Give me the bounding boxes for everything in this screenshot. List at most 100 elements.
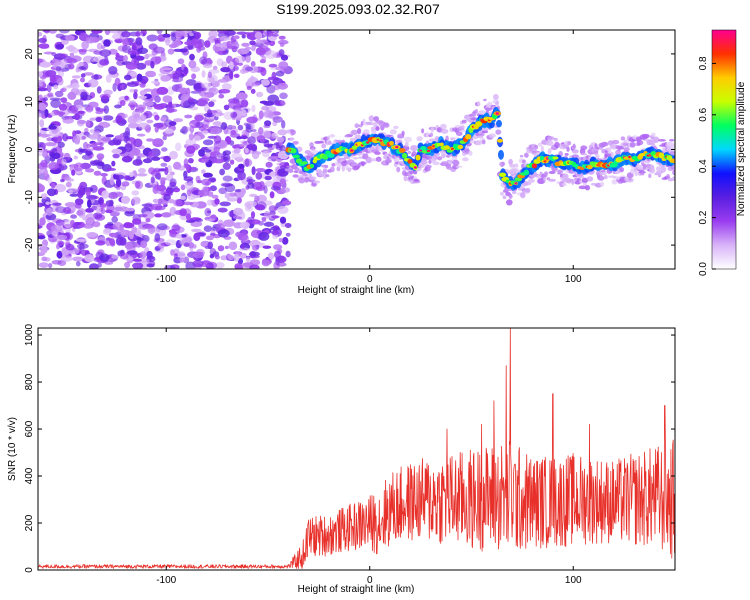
noise-blob — [142, 211, 155, 220]
noise-blob — [48, 30, 57, 34]
ridge-core-blob — [552, 156, 559, 160]
noise-blob — [244, 200, 257, 207]
noise-blob — [106, 167, 117, 171]
noise-blob — [264, 175, 272, 181]
noise-blob — [154, 95, 161, 103]
noise-blob — [193, 135, 201, 142]
ridge-halo-blob — [289, 137, 295, 141]
ridge-halo-blob — [611, 152, 615, 157]
ridge-halo-blob — [358, 124, 363, 128]
ridge-peak-blob — [514, 182, 518, 185]
noise-blob — [85, 168, 95, 173]
noise-blob — [46, 84, 52, 93]
noise-blob — [209, 232, 216, 236]
noise-blob — [136, 73, 143, 82]
ridge-halo-blob — [607, 149, 612, 154]
noise-blob — [126, 82, 139, 87]
noise-blob — [189, 53, 195, 61]
noise-blob — [203, 63, 213, 69]
spectrogram-y-tick-label: 20 — [24, 48, 35, 60]
noise-blob — [164, 265, 176, 269]
noise-blob — [102, 115, 114, 121]
noise-blob — [99, 49, 112, 57]
noise-blob — [183, 45, 195, 51]
noise-blob — [111, 148, 123, 154]
noise-blob — [133, 91, 138, 100]
ridge-halo-blob — [566, 146, 570, 152]
ridge-halo-blob — [543, 177, 547, 182]
noise-blob — [192, 260, 204, 268]
noise-blob — [60, 255, 73, 262]
ridge-halo-blob — [321, 143, 327, 149]
noise-blob — [115, 237, 124, 246]
noise-blob — [84, 254, 95, 263]
noise-blob — [40, 133, 51, 138]
ridge-halo-blob — [537, 142, 543, 147]
noise-blob — [128, 100, 136, 105]
noise-blob — [244, 158, 250, 168]
noise-blob — [172, 76, 184, 83]
ridge-halo-blob — [397, 135, 405, 139]
noise-blob — [93, 50, 103, 55]
noise-blob — [138, 214, 148, 218]
noise-blob — [171, 224, 181, 231]
ridge-halo-blob — [370, 158, 378, 162]
noise-blob — [202, 139, 214, 146]
noise-blob — [119, 100, 126, 106]
ridge-core-blob — [402, 152, 408, 159]
snr-x-ticks: -100 0 100 — [156, 328, 582, 586]
noise-blob — [227, 124, 234, 130]
noise-blob — [74, 130, 82, 135]
noise-blob — [135, 55, 145, 61]
noise-blob — [284, 223, 292, 228]
noise-blob — [146, 119, 154, 124]
ridge-halo-blob — [375, 126, 380, 131]
ridge-core-blob — [475, 121, 483, 127]
ridge-halo-blob — [417, 136, 423, 142]
noise-blob — [191, 73, 197, 80]
noise-blob — [264, 120, 272, 127]
noise-blob — [207, 241, 214, 250]
noise-blob — [249, 40, 256, 46]
ridge-halo-blob — [350, 129, 358, 136]
ridge-core-blob — [439, 142, 444, 147]
noise-blob — [251, 244, 259, 251]
noise-blob — [132, 218, 142, 225]
noise-blob — [114, 135, 124, 140]
noise-blob — [107, 221, 114, 226]
spectrogram-x-tick-label: 0 — [367, 274, 373, 285]
noise-blob — [173, 199, 183, 207]
noise-blob — [229, 159, 235, 165]
noise-blob — [240, 99, 249, 108]
noise-blob — [44, 109, 49, 118]
noise-blob — [56, 77, 64, 86]
noise-blob — [117, 227, 124, 233]
noise-blob — [272, 144, 277, 149]
noise-blob — [75, 67, 80, 73]
noise-blob — [87, 78, 99, 88]
noise-blob — [85, 150, 93, 156]
ridge-halo-blob — [450, 137, 457, 141]
noise-blob — [177, 87, 189, 94]
ridge-halo-blob — [323, 172, 327, 179]
noise-blob — [282, 237, 289, 245]
noise-blob — [181, 125, 188, 135]
noise-blob — [203, 149, 212, 153]
noise-blob — [208, 101, 215, 107]
ridge-halo-blob — [519, 155, 524, 158]
noise-blob — [43, 168, 48, 177]
noise-blob — [214, 223, 226, 229]
noise-blob — [99, 59, 110, 66]
noise-blob — [212, 121, 222, 127]
noise-blob — [278, 255, 285, 262]
noise-blob — [239, 252, 247, 259]
noise-blob — [235, 92, 248, 100]
ridge-halo-blob — [548, 178, 556, 182]
noise-blob — [69, 193, 79, 197]
noise-blob — [59, 53, 68, 58]
noise-blob — [183, 256, 190, 264]
ridge-peak-blob — [413, 166, 417, 169]
noise-blob — [217, 207, 228, 213]
noise-blob — [124, 175, 130, 181]
noise-blob — [77, 119, 87, 125]
